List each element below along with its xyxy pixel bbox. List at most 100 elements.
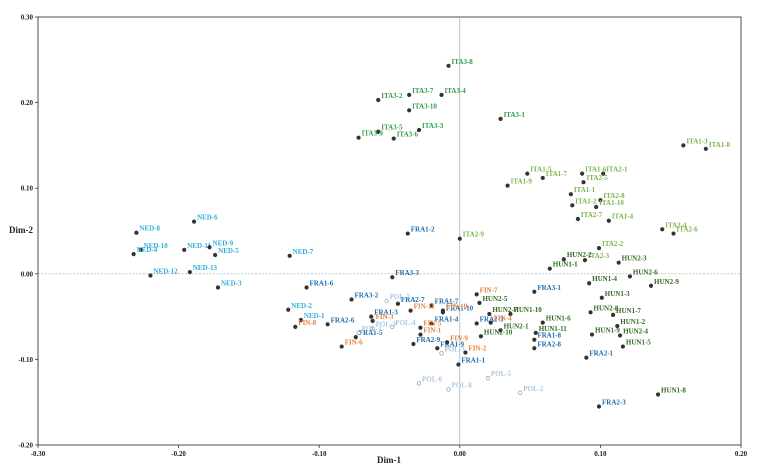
x-axis-title: Dim-1	[377, 455, 401, 465]
point-label: NED-13	[193, 264, 218, 272]
data-point	[408, 308, 413, 313]
data-point	[487, 311, 492, 317]
data-point	[589, 332, 595, 337]
point-label: POL-7	[390, 293, 411, 301]
data-point	[671, 231, 676, 236]
point-label: FIN-11	[414, 303, 436, 311]
data-point	[456, 362, 461, 367]
data-point	[293, 324, 298, 329]
data-point	[681, 143, 686, 148]
data-point	[187, 269, 192, 275]
data-point	[148, 273, 153, 278]
data-point	[390, 275, 395, 280]
data-point	[547, 266, 552, 271]
data-point	[616, 260, 621, 265]
point-label: FIN-7	[480, 286, 498, 294]
point-label: ITA2-3	[588, 252, 610, 260]
data-point	[457, 236, 462, 241]
data-point	[138, 247, 143, 252]
data-point	[525, 171, 530, 176]
point-label: NED-8	[139, 225, 160, 233]
data-point	[540, 175, 545, 181]
data-point	[370, 326, 375, 331]
point-label: NED-11	[187, 242, 211, 250]
point-label: POL-3	[445, 345, 466, 353]
data-point	[601, 171, 606, 176]
data-point	[610, 312, 616, 317]
data-point	[584, 355, 589, 360]
data-point	[703, 146, 708, 151]
data-point	[532, 337, 537, 342]
data-points: ITA3-8 ITA3-7 ITA3-4 ITA3-2 ITA3-10 ITA3-1 ITA…	[131, 58, 731, 409]
data-point	[287, 253, 292, 258]
point-label: FRA2-8	[537, 340, 561, 348]
data-point	[485, 376, 491, 381]
point-label: FRA1-10	[446, 304, 474, 312]
data-point	[596, 404, 602, 409]
point-label: FIN-9	[450, 334, 468, 342]
point-label: ITA3-10	[412, 102, 437, 110]
point-label: ITA2-9	[463, 231, 485, 239]
data-point	[390, 324, 395, 329]
point-label: HUN2-7	[492, 306, 517, 314]
point-label: HUN1-8	[661, 386, 686, 394]
y-tick-label: -0.20	[18, 442, 33, 450]
point-label: ITA1-2	[575, 197, 597, 205]
data-point	[207, 245, 212, 250]
y-tick-label: 0.30	[21, 14, 34, 22]
point-label: FRA1-2	[411, 226, 435, 234]
data-point	[286, 307, 291, 312]
point-label: FRA1-6	[310, 279, 334, 287]
point-label: FIN-2	[468, 345, 486, 353]
y-tick-label: 0.00	[21, 270, 34, 278]
data-point	[369, 314, 374, 319]
data-point	[435, 346, 440, 351]
point-label: POL-2	[523, 385, 544, 393]
data-point	[418, 325, 423, 330]
point-label: ITA1-6	[585, 166, 607, 174]
x-tick-label: -0.30	[31, 450, 46, 458]
data-point	[416, 127, 422, 133]
data-point	[627, 274, 633, 279]
point-label: NED-9	[213, 239, 234, 247]
data-point	[304, 285, 309, 290]
data-point	[477, 300, 482, 306]
point-label: HUN1-11	[539, 325, 568, 333]
point-label: ITA2-8	[603, 192, 625, 200]
point-label: FIN-4	[494, 315, 512, 323]
point-label: FRA2-3	[480, 315, 504, 323]
point-label: ITA2-1	[606, 166, 628, 174]
data-point	[581, 180, 586, 185]
point-label: ITA1-5	[530, 166, 552, 174]
data-point	[391, 136, 396, 141]
data-point	[134, 230, 139, 235]
data-point	[533, 330, 538, 335]
point-label: HUN1-3	[605, 290, 630, 298]
point-label: FIN-8	[298, 319, 316, 327]
y-axis-title: Dim-2	[9, 225, 33, 235]
point-label: FRA1-3	[374, 309, 398, 317]
data-point	[532, 346, 537, 351]
data-point	[182, 247, 187, 252]
point-label: ITA3-1	[504, 111, 526, 119]
point-label: ITA3-9	[362, 130, 384, 138]
point-label: NED-3	[221, 279, 242, 287]
point-label: ITA1-4	[612, 213, 634, 221]
point-label: HUN2-5	[482, 295, 507, 303]
x-tick-label: 0.10	[594, 450, 607, 458]
data-point	[384, 299, 389, 304]
data-point	[407, 108, 412, 113]
data-point	[429, 303, 434, 308]
point-label: HUN2-9	[654, 278, 679, 286]
data-point	[353, 335, 358, 340]
reference-lines	[38, 17, 741, 445]
data-point	[580, 171, 585, 176]
point-label: ITA2-5	[587, 174, 609, 182]
point-label: FIN-6	[345, 339, 363, 347]
data-point	[588, 310, 593, 315]
data-point	[660, 227, 665, 232]
data-point	[575, 216, 581, 222]
point-label: HUN2-1	[504, 322, 529, 330]
point-label: ITA3-2	[381, 92, 403, 100]
